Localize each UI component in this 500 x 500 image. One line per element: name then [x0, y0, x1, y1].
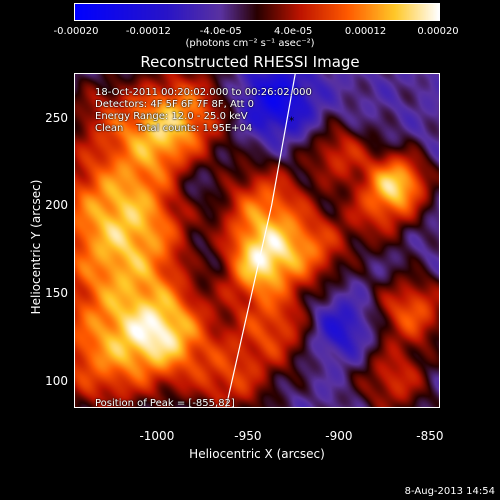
colorbar-units: (photons cm⁻² s⁻¹ asec⁻²) — [185, 38, 315, 49]
annotation-detectors: Detectors: 4F 5F 6F 7F 8F, Att 0 — [95, 99, 255, 110]
y-tick-label: 100 — [45, 373, 68, 388]
heatmap-image — [75, 74, 439, 407]
x-tick-label: -900 — [325, 429, 353, 443]
y-tick-label: 250 — [45, 110, 68, 125]
annotation-time-range: 18-Oct-2011 00:20:02.000 to 00:26:02.000 — [95, 87, 312, 98]
timestamp: 8-Aug-2013 14:54 — [404, 486, 495, 497]
x-axis-label: Heliocentric X (arcsec) — [189, 447, 325, 461]
colorbar-tick-label: 0.00012 — [344, 26, 387, 37]
y-tick-label: 200 — [45, 198, 68, 213]
overlay-layer: * — [225, 74, 296, 407]
annotation-peak-position: Position of Peak = [-855,82] — [95, 398, 235, 408]
x-tick-label: -950 — [234, 429, 262, 443]
chart-title: Reconstructed RHESSI Image — [140, 53, 360, 71]
colorbar-tick-label: 4.0e-05 — [273, 26, 313, 37]
y-axis-label: Heliocentric Y (arcsec) — [29, 179, 43, 315]
y-tick-label: 150 — [45, 286, 68, 301]
peak-marker: * — [289, 114, 295, 127]
x-tick-label: -850 — [416, 429, 444, 443]
annotation-clean: Clean Total counts: 1.95E+04 — [95, 123, 253, 134]
solar-limb-line — [225, 74, 296, 407]
colorbar-tick-label: -0.00012 — [125, 26, 171, 37]
x-tick-label: -1000 — [139, 429, 175, 443]
plot-area: * 18-Oct-2011 00:20:02.000 to 00:26:02.0… — [74, 73, 440, 408]
colorbar — [74, 3, 440, 21]
colorbar-tick-label: -0.00020 — [53, 26, 99, 37]
colorbar-tick-label: -4.0e-05 — [199, 26, 242, 37]
annotation-energy-range: Energy Range: 12.0 - 25.0 keV — [95, 111, 248, 122]
colorbar-tick-label: 0.00020 — [417, 26, 459, 37]
